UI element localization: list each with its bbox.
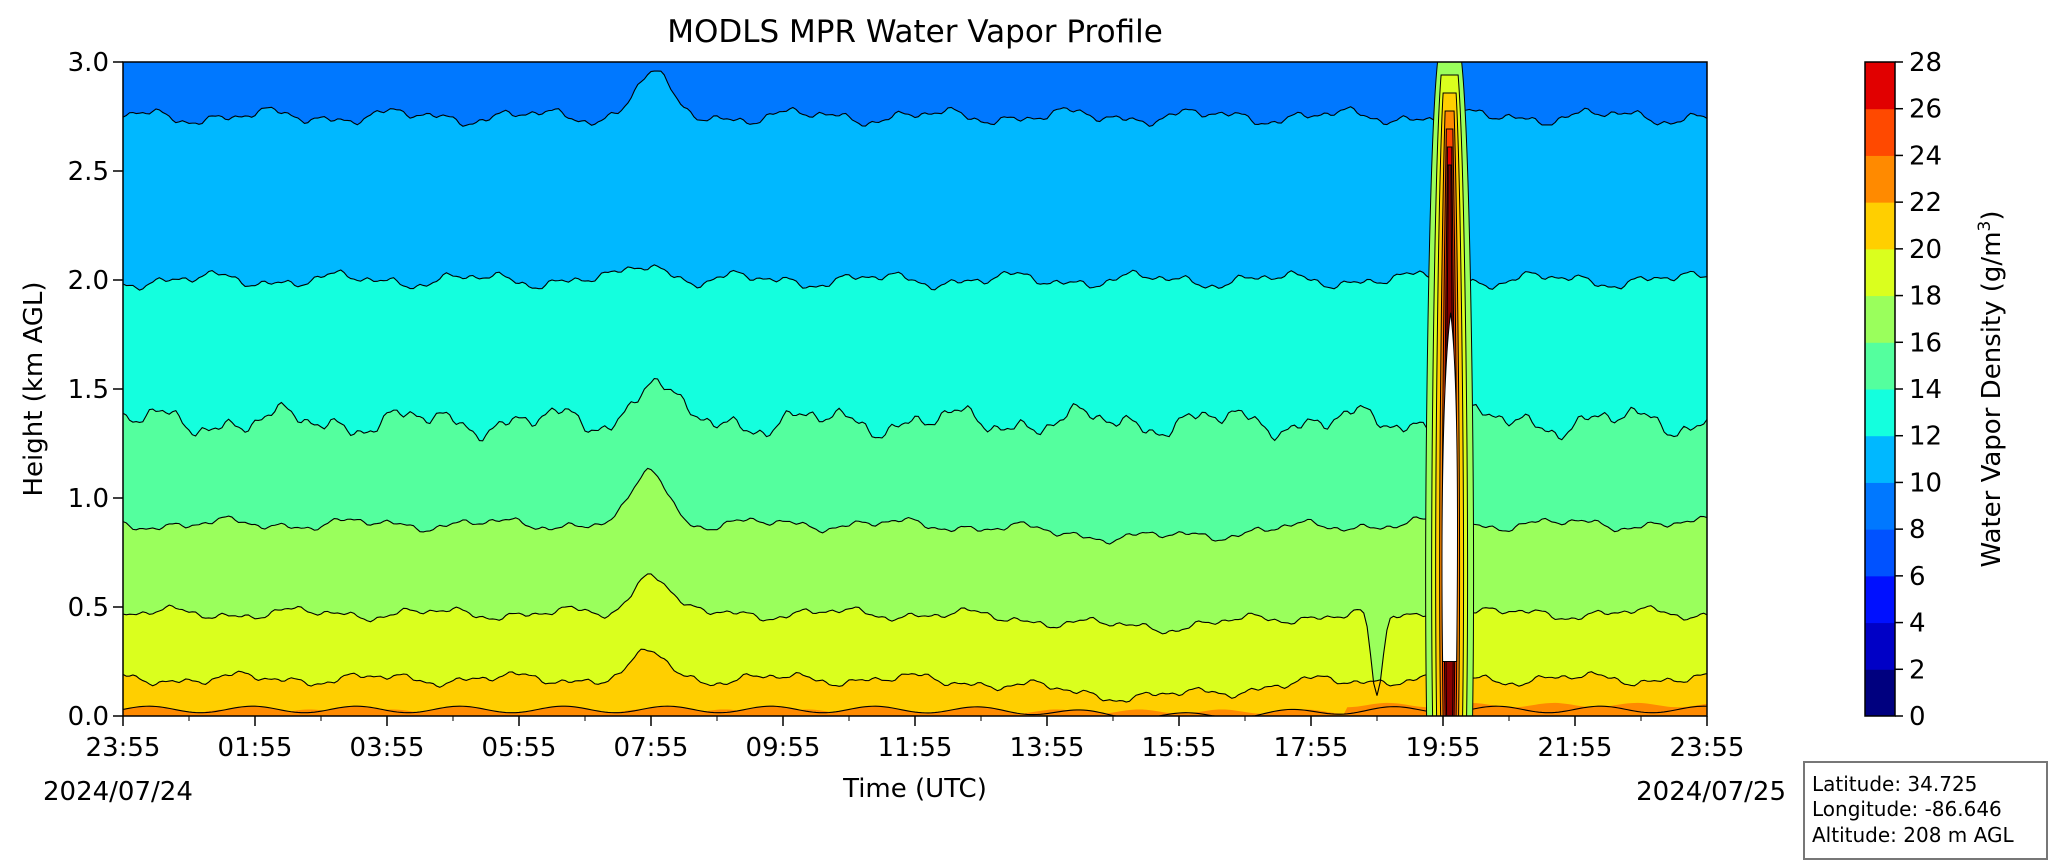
colorbar-segment	[1865, 669, 1895, 717]
contour-plot-area	[123, 62, 1707, 716]
x-tick-label: 17:55	[1274, 733, 1349, 763]
y-tick-label: 1.5	[68, 375, 109, 405]
start-date-label: 2024/07/24	[43, 777, 193, 807]
x-tick-label: 03:55	[350, 733, 425, 763]
colorbar-segment	[1865, 248, 1895, 297]
contour-band-20	[123, 649, 1707, 716]
colorbar-segment	[1865, 202, 1895, 250]
info-longitude: Longitude: -86.646	[1812, 797, 2002, 821]
x-tick-label: 23:55	[86, 733, 161, 763]
info-altitude: Altitude: 208 m AGL	[1812, 823, 2014, 847]
colorbar-segment	[1865, 482, 1895, 530]
colorbar-segment	[1865, 529, 1895, 577]
y-tick-label: 2.0	[68, 266, 109, 296]
end-date-label: 2024/07/25	[1636, 777, 1786, 807]
info-box: Latitude: 34.725 Longitude: -86.646 Alti…	[1803, 761, 2048, 860]
colorbar-tick-label: 2	[1909, 655, 1926, 685]
colorbar-tick-label: 28	[1909, 48, 1942, 78]
colorbar-segment	[1865, 575, 1895, 624]
x-tick-label: 09:55	[746, 733, 821, 763]
contour-band-22-surface	[123, 702, 1707, 716]
colorbar-segment	[1865, 342, 1895, 390]
x-axis: 23:55 01:55 03:55 05:55 07:55 09:55 11:55 13:55…	[86, 716, 1745, 763]
colorbar-tick-label: 20	[1909, 235, 1942, 265]
x-tick-label: 11:55	[878, 733, 953, 763]
colorbar-label: Water Vapor Density (g/m3)	[1975, 210, 2007, 567]
colorbar-label-superscript: 3	[1975, 221, 1995, 232]
colorbar-segment	[1865, 435, 1895, 483]
colorbar-tick-label: 26	[1909, 95, 1942, 125]
colorbar-segment	[1865, 389, 1895, 437]
y-tick-label: 0.5	[68, 593, 109, 623]
x-tick-label: 05:55	[482, 733, 557, 763]
colorbar-tick-label: 4	[1909, 609, 1926, 639]
moisture-event	[1425, 62, 1474, 716]
colorbar-segment	[1865, 622, 1895, 670]
x-tick-label: 19:55	[1406, 733, 1481, 763]
colorbar-segment	[1865, 295, 1895, 343]
y-tick-label: 3.0	[68, 48, 109, 78]
colorbar-tick-label: 14	[1909, 375, 1942, 405]
info-latitude: Latitude: 34.725	[1812, 772, 1977, 796]
x-tick-label: 07:55	[614, 733, 689, 763]
colorbar-tick-label: 24	[1909, 141, 1942, 171]
contour-bands	[123, 71, 1707, 716]
x-axis-label: Time (UTC)	[842, 774, 987, 804]
info-box-frame	[1803, 761, 2048, 860]
colorbar-tick-label: 18	[1909, 282, 1942, 312]
y-tick-label: 1.0	[68, 484, 109, 514]
colorbar-segment	[1865, 62, 1895, 110]
colorbar-tick-label: 10	[1909, 468, 1942, 498]
y-tick-label: 2.5	[68, 157, 109, 187]
colorbar-label-close: )	[1977, 210, 2007, 220]
y-axis-label: Height (km AGL)	[19, 281, 49, 496]
colorbar-tick-label: 12	[1909, 422, 1942, 452]
x-tick-label: 13:55	[1010, 733, 1085, 763]
colorbar-segment	[1865, 108, 1895, 156]
x-tick-label: 23:55	[1670, 733, 1745, 763]
y-axis: 0.0 0.5 1.0 1.5 2.0 2.5 3.0	[68, 48, 123, 732]
x-tick-label: 01:55	[218, 733, 293, 763]
event-core-over-max	[1441, 312, 1459, 662]
x-tick-label: 15:55	[1142, 733, 1217, 763]
colorbar-tick-label: 16	[1909, 328, 1942, 358]
chart-title: MODLS MPR Water Vapor Profile	[667, 14, 1163, 50]
colorbar-segment	[1865, 155, 1895, 203]
colorbar-tick-label: 6	[1909, 562, 1926, 592]
colorbar-tick-label: 8	[1909, 515, 1926, 545]
colorbar-tick-label: 0	[1909, 702, 1926, 732]
colorbar-tick-label: 22	[1909, 188, 1942, 218]
x-tick-label: 21:55	[1538, 733, 1613, 763]
y-tick-label: 0.0	[68, 702, 109, 732]
